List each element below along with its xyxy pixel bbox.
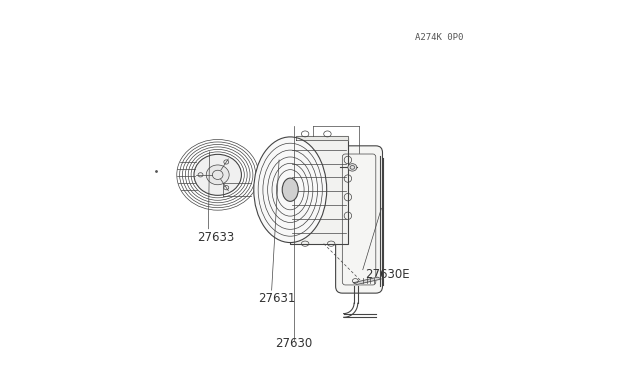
Ellipse shape xyxy=(348,164,357,171)
Text: 27631: 27631 xyxy=(259,292,296,305)
Text: 27630E: 27630E xyxy=(365,268,409,281)
Text: A274K 0P0: A274K 0P0 xyxy=(415,33,463,42)
Ellipse shape xyxy=(206,165,229,185)
FancyBboxPatch shape xyxy=(291,138,348,244)
Ellipse shape xyxy=(254,137,326,243)
Ellipse shape xyxy=(194,154,241,195)
Text: 27633: 27633 xyxy=(197,231,234,244)
FancyBboxPatch shape xyxy=(335,146,383,293)
Ellipse shape xyxy=(282,178,298,201)
Text: 27630: 27630 xyxy=(275,337,312,350)
Polygon shape xyxy=(353,277,381,285)
Polygon shape xyxy=(296,136,348,140)
